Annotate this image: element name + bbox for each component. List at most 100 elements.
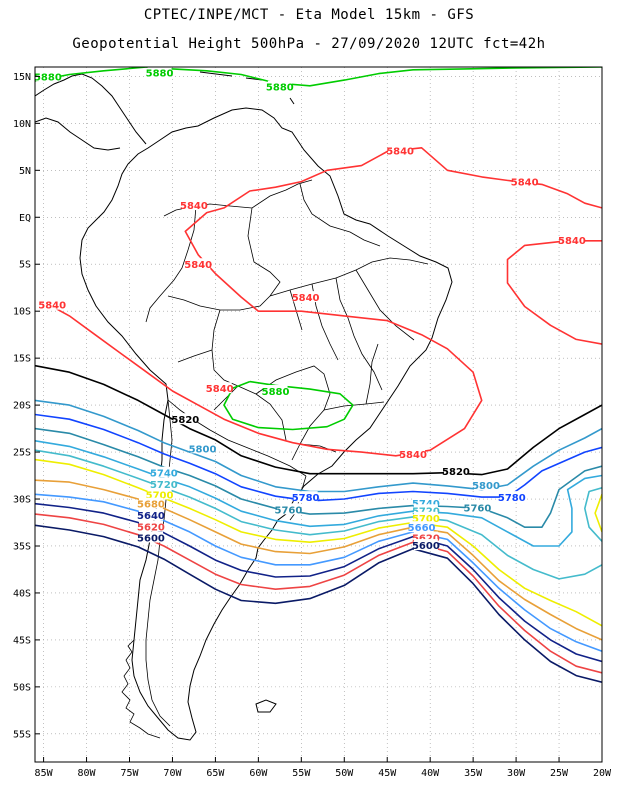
lat-tick-label: 45S <box>13 635 31 646</box>
lon-tick-label: 70W <box>163 768 182 779</box>
contour-label-bg <box>138 497 163 509</box>
contour-label-5760: 5760 <box>275 505 303 516</box>
contour-label-bg <box>151 466 176 478</box>
lon-tick-label: 20W <box>593 768 612 779</box>
contour-label-5840: 5840 <box>558 236 586 247</box>
lat-tick-label: 30S <box>13 495 31 506</box>
contour-label-5620: 5620 <box>137 522 165 533</box>
lon-tick-label: 85W <box>35 768 54 779</box>
lon-tick-label: 80W <box>78 768 97 779</box>
title-line-2: Geopotential Height 500hPa - 27/09/2020 … <box>72 36 546 52</box>
lat-tick-label: 15S <box>13 354 31 365</box>
falkland-islands <box>255 699 277 713</box>
contour-label-5740: 5740 <box>150 469 178 480</box>
contour-label-bg <box>138 531 163 543</box>
contour-label-bg <box>173 413 198 425</box>
lon-tick-label: 25W <box>550 768 569 779</box>
lat-tick-label: 40S <box>13 588 31 599</box>
contour-label-bg <box>181 199 206 211</box>
contour-label-5700: 5700 <box>412 514 440 525</box>
lon-tick-label: 60W <box>249 768 268 779</box>
contour-5720 <box>584 487 602 542</box>
lat-tick-label: 5N <box>19 166 31 177</box>
contour-label-5640: 5640 <box>137 511 165 522</box>
central-america-coastline <box>35 73 147 145</box>
lat-tick-label: 10S <box>13 307 31 318</box>
lon-tick-label: 50W <box>335 768 354 779</box>
contour-label-5680: 5680 <box>137 500 165 511</box>
contour-label-bg <box>35 70 60 82</box>
contour-labels: 5880 5880 5880 5880 5840 5840 5840 5840 5840 5840… <box>34 67 586 552</box>
contour-label-bg <box>186 258 211 270</box>
contour-label-bg <box>207 382 232 394</box>
contour-label-bg <box>499 491 524 503</box>
contour-label-bg <box>40 298 65 310</box>
contour-label-5840: 5840 <box>511 178 539 189</box>
contour-label-5720: 5720 <box>412 506 440 517</box>
lon-tick-label: 35W <box>464 768 483 779</box>
contour-label-bg <box>413 531 438 543</box>
contour-label-5840: 5840 <box>180 201 208 212</box>
contour-label-5740: 5740 <box>412 499 440 510</box>
contour-label-bg <box>151 478 176 489</box>
contour-label-5800: 5800 <box>472 481 500 492</box>
title-line-1: CPTEC/INPE/MCT - Eta Model 15km - GFS <box>143 7 475 23</box>
contour-label-bg <box>413 496 438 508</box>
contour-5840 <box>43 147 602 457</box>
contour-label-bg <box>138 520 163 532</box>
contour-label-bg <box>147 67 172 78</box>
contour-label-bg <box>293 291 318 303</box>
contour-5880 <box>223 380 354 431</box>
contour-label-bg <box>413 539 438 551</box>
contour-label-5840: 5840 <box>206 384 234 395</box>
lat-tick-label: 55S <box>13 729 31 740</box>
contour-label-bg <box>293 491 318 503</box>
contour-label-bg <box>267 80 292 92</box>
contour-label-5880: 5880 <box>34 72 62 83</box>
lat-tick-label: 10N <box>13 119 31 130</box>
lat-tick-label: EQ <box>19 213 31 224</box>
contour-label-bg <box>559 233 584 245</box>
lon-tick-label: 45W <box>378 768 397 779</box>
contour-label-bg <box>474 478 499 490</box>
contour-label-5600: 5600 <box>137 534 165 545</box>
south-america-coastline <box>79 107 453 741</box>
contour-label-5840: 5840 <box>399 450 427 461</box>
country-borders <box>145 179 429 521</box>
contour-label-5820: 5820 <box>171 415 199 426</box>
contour-label-bg <box>413 511 438 523</box>
lat-tick-label: 35S <box>13 541 31 552</box>
contour-label-5780: 5780 <box>292 493 320 504</box>
lat-tick-label: 25S <box>13 448 31 459</box>
contour-label-5620: 5620 <box>412 534 440 545</box>
contour-label-bg <box>190 442 215 454</box>
contour-5600 <box>35 524 602 683</box>
lon-tick-label: 55W <box>292 768 311 779</box>
lat-tick-label: 15N <box>13 72 31 83</box>
contour-label-5820: 5820 <box>442 467 470 478</box>
longitude-axis: 85W 80W 75W 70W 65W 60W 55W 50W 45W 40W 35W 30W 25W 2… <box>35 757 612 779</box>
contour-5700 <box>35 458 602 627</box>
map-frame <box>34 66 603 763</box>
contour-5820 <box>35 364 602 476</box>
lat-tick-label: 50S <box>13 682 31 693</box>
contour-label-bg <box>276 503 301 515</box>
contour-label-5840: 5840 <box>38 301 66 312</box>
contour-label-bg <box>263 385 288 397</box>
latitude-axis: 15N 10N 5N EQ 5S 10S 15S 20S 25S 30S 35S 40S 45S 50S 5… <box>13 72 40 740</box>
contour-label-5880: 5880 <box>266 83 294 94</box>
contour-label-5720: 5720 <box>150 480 178 491</box>
contour-label-bg <box>147 488 172 500</box>
contour-label-5760: 5760 <box>464 503 492 514</box>
caribbean-islands <box>199 71 295 105</box>
coastlines-and-borders <box>35 71 453 741</box>
contour-label-bg <box>512 175 537 187</box>
contour-label-bg <box>443 464 468 476</box>
contour-label-bg <box>465 501 490 513</box>
contour-label-5880: 5880 <box>146 69 174 80</box>
contour-5700 <box>594 494 602 533</box>
contour-label-5780: 5780 <box>498 493 526 504</box>
contour-label-5800: 5800 <box>189 444 217 455</box>
contour-5760 <box>35 427 602 528</box>
central-america-south-coast <box>35 117 121 151</box>
